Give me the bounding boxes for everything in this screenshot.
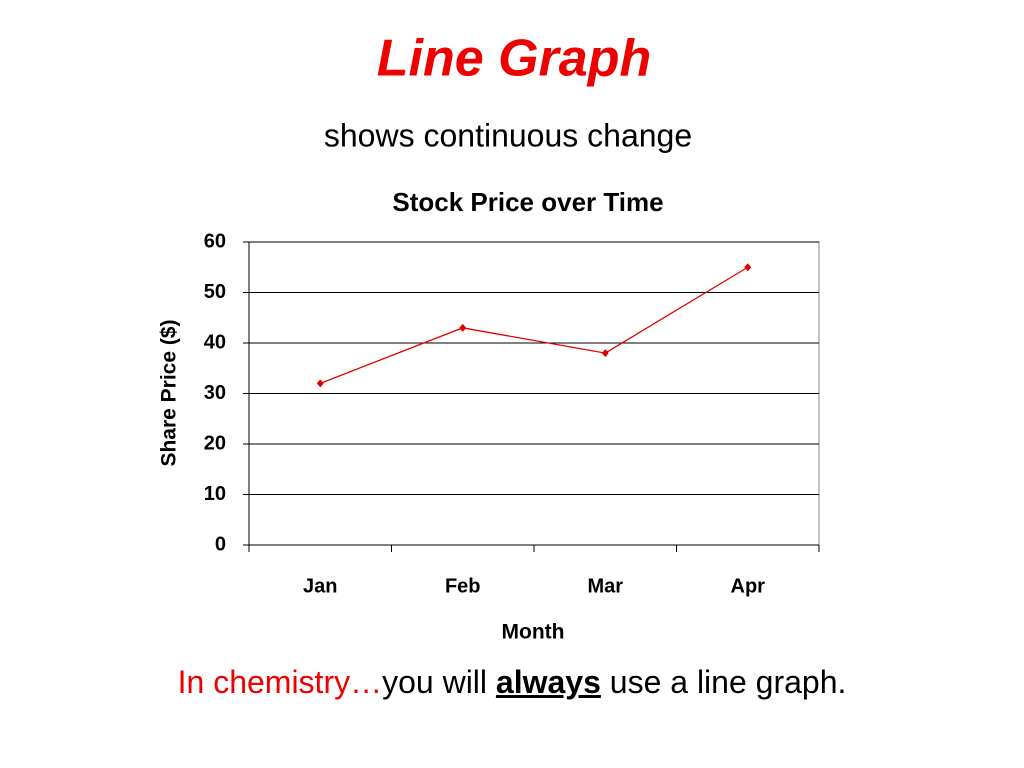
- y-tick-label: 40: [204, 331, 226, 353]
- footer-lead: In chemistry…: [177, 664, 383, 700]
- x-tick-label: Feb: [445, 575, 481, 597]
- data-point: [744, 263, 752, 272]
- slide-title: Line Graph: [377, 30, 651, 88]
- data-line: [320, 266, 749, 385]
- y-tick-label: 30: [204, 382, 226, 404]
- x-tick-label: Apr: [731, 575, 766, 597]
- chart-title: Stock Price over Time: [392, 187, 663, 217]
- y-tick-label: 0: [215, 533, 226, 555]
- footer: In chemistry…you will always use a line …: [0, 664, 1024, 701]
- y-tick-label: 50: [204, 281, 226, 303]
- data-point: [459, 323, 467, 332]
- data-point: [316, 379, 324, 388]
- x-tick-label: Jan: [303, 575, 337, 597]
- y-tick-label: 60: [204, 230, 226, 252]
- x-axis-label: Month: [502, 621, 565, 644]
- footer-text: you will: [382, 664, 488, 700]
- x-tick-label: Mar: [587, 575, 623, 597]
- y-tick-label: 20: [204, 432, 226, 454]
- y-axis-label: Share Price ($): [158, 319, 181, 466]
- data-point: [601, 349, 609, 358]
- footer-text: use a line graph.: [609, 664, 847, 700]
- slide-subtitle: shows continuous change: [324, 117, 692, 153]
- footer-emphasis: always: [495, 664, 601, 700]
- y-tick-label: 10: [204, 483, 226, 505]
